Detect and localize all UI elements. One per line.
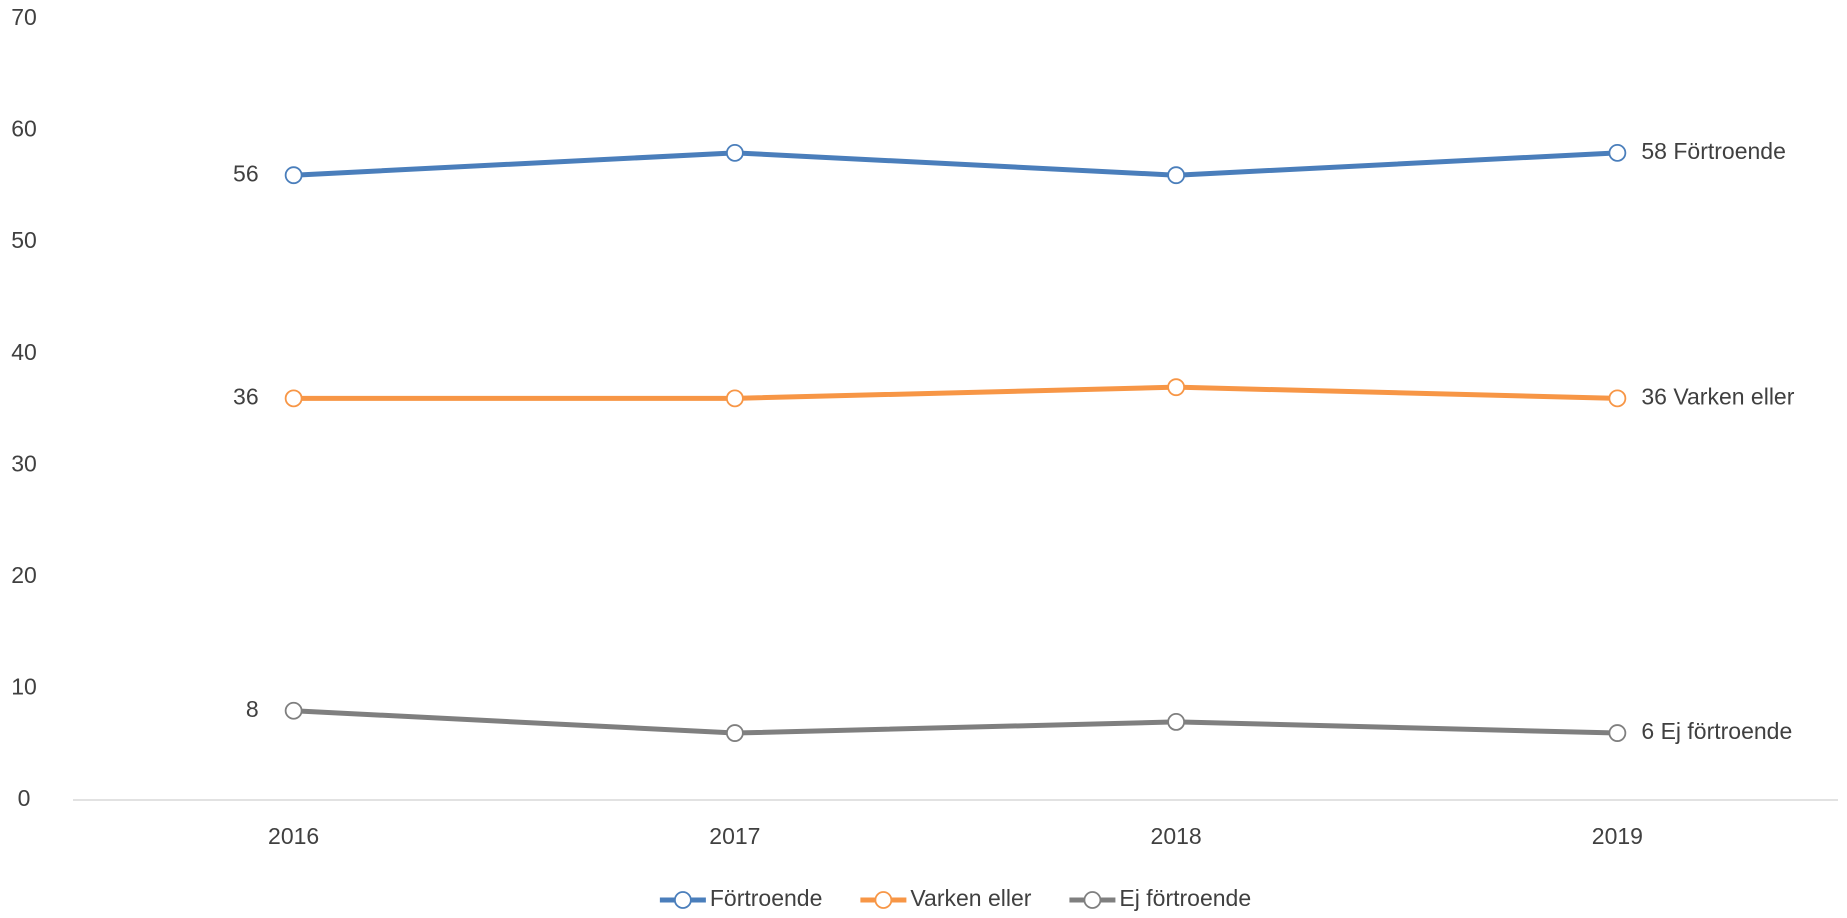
x-tick-label: 2017	[709, 823, 760, 849]
data-point	[725, 724, 744, 742]
legend-label: Förtroende	[710, 885, 823, 911]
legend: Förtroende Varken eller Ej förtroende	[659, 885, 1251, 911]
data-label: 6	[1641, 718, 1654, 744]
data-point	[1167, 713, 1186, 731]
data-label: 56	[233, 160, 259, 186]
legend-marker	[673, 891, 692, 909]
y-tick-label: 30	[11, 450, 37, 476]
data-point	[1608, 143, 1627, 162]
data-point	[1608, 724, 1627, 742]
data-point	[725, 143, 744, 162]
legend-marker	[1083, 891, 1102, 909]
y-tick-label: 0	[18, 785, 31, 811]
series-line	[293, 384, 1618, 401]
y-tick-label: 50	[11, 227, 37, 253]
series-line	[293, 708, 1618, 736]
data-point	[1167, 166, 1186, 185]
y-tick-label: 10	[11, 674, 37, 700]
end-label: 36 Varken eller	[1641, 383, 1794, 409]
legend-label: Ej förtroende	[1119, 885, 1251, 911]
y-tick-label: 70	[11, 4, 37, 30]
data-point	[1167, 378, 1186, 397]
end-label: 6 Ej förtroende	[1641, 718, 1792, 744]
legend-marker	[874, 891, 893, 909]
series-label: Varken eller	[1673, 383, 1794, 409]
x-tick-label: 2018	[1151, 823, 1202, 849]
data-point	[284, 166, 303, 185]
y-tick-label: 20	[11, 562, 37, 588]
x-tick-label: 2016	[268, 823, 319, 849]
data-label: 36	[233, 383, 259, 409]
series-label: Ej förtroende	[1661, 718, 1793, 744]
data-point	[284, 701, 303, 720]
data-label: 36	[1641, 383, 1667, 409]
y-tick-label: 40	[11, 339, 37, 365]
data-label: 8	[246, 696, 259, 722]
y-tick-label: 60	[11, 116, 37, 142]
data-point	[284, 389, 303, 408]
series-line	[293, 150, 1618, 178]
data-label: 58	[1641, 138, 1667, 164]
end-label: 58 Förtroende	[1641, 138, 1786, 164]
data-point	[1608, 389, 1627, 408]
legend-label: Varken eller	[910, 885, 1031, 911]
x-tick-label: 2019	[1592, 823, 1643, 849]
series-label: Förtroende	[1673, 138, 1786, 164]
data-point	[725, 389, 744, 408]
